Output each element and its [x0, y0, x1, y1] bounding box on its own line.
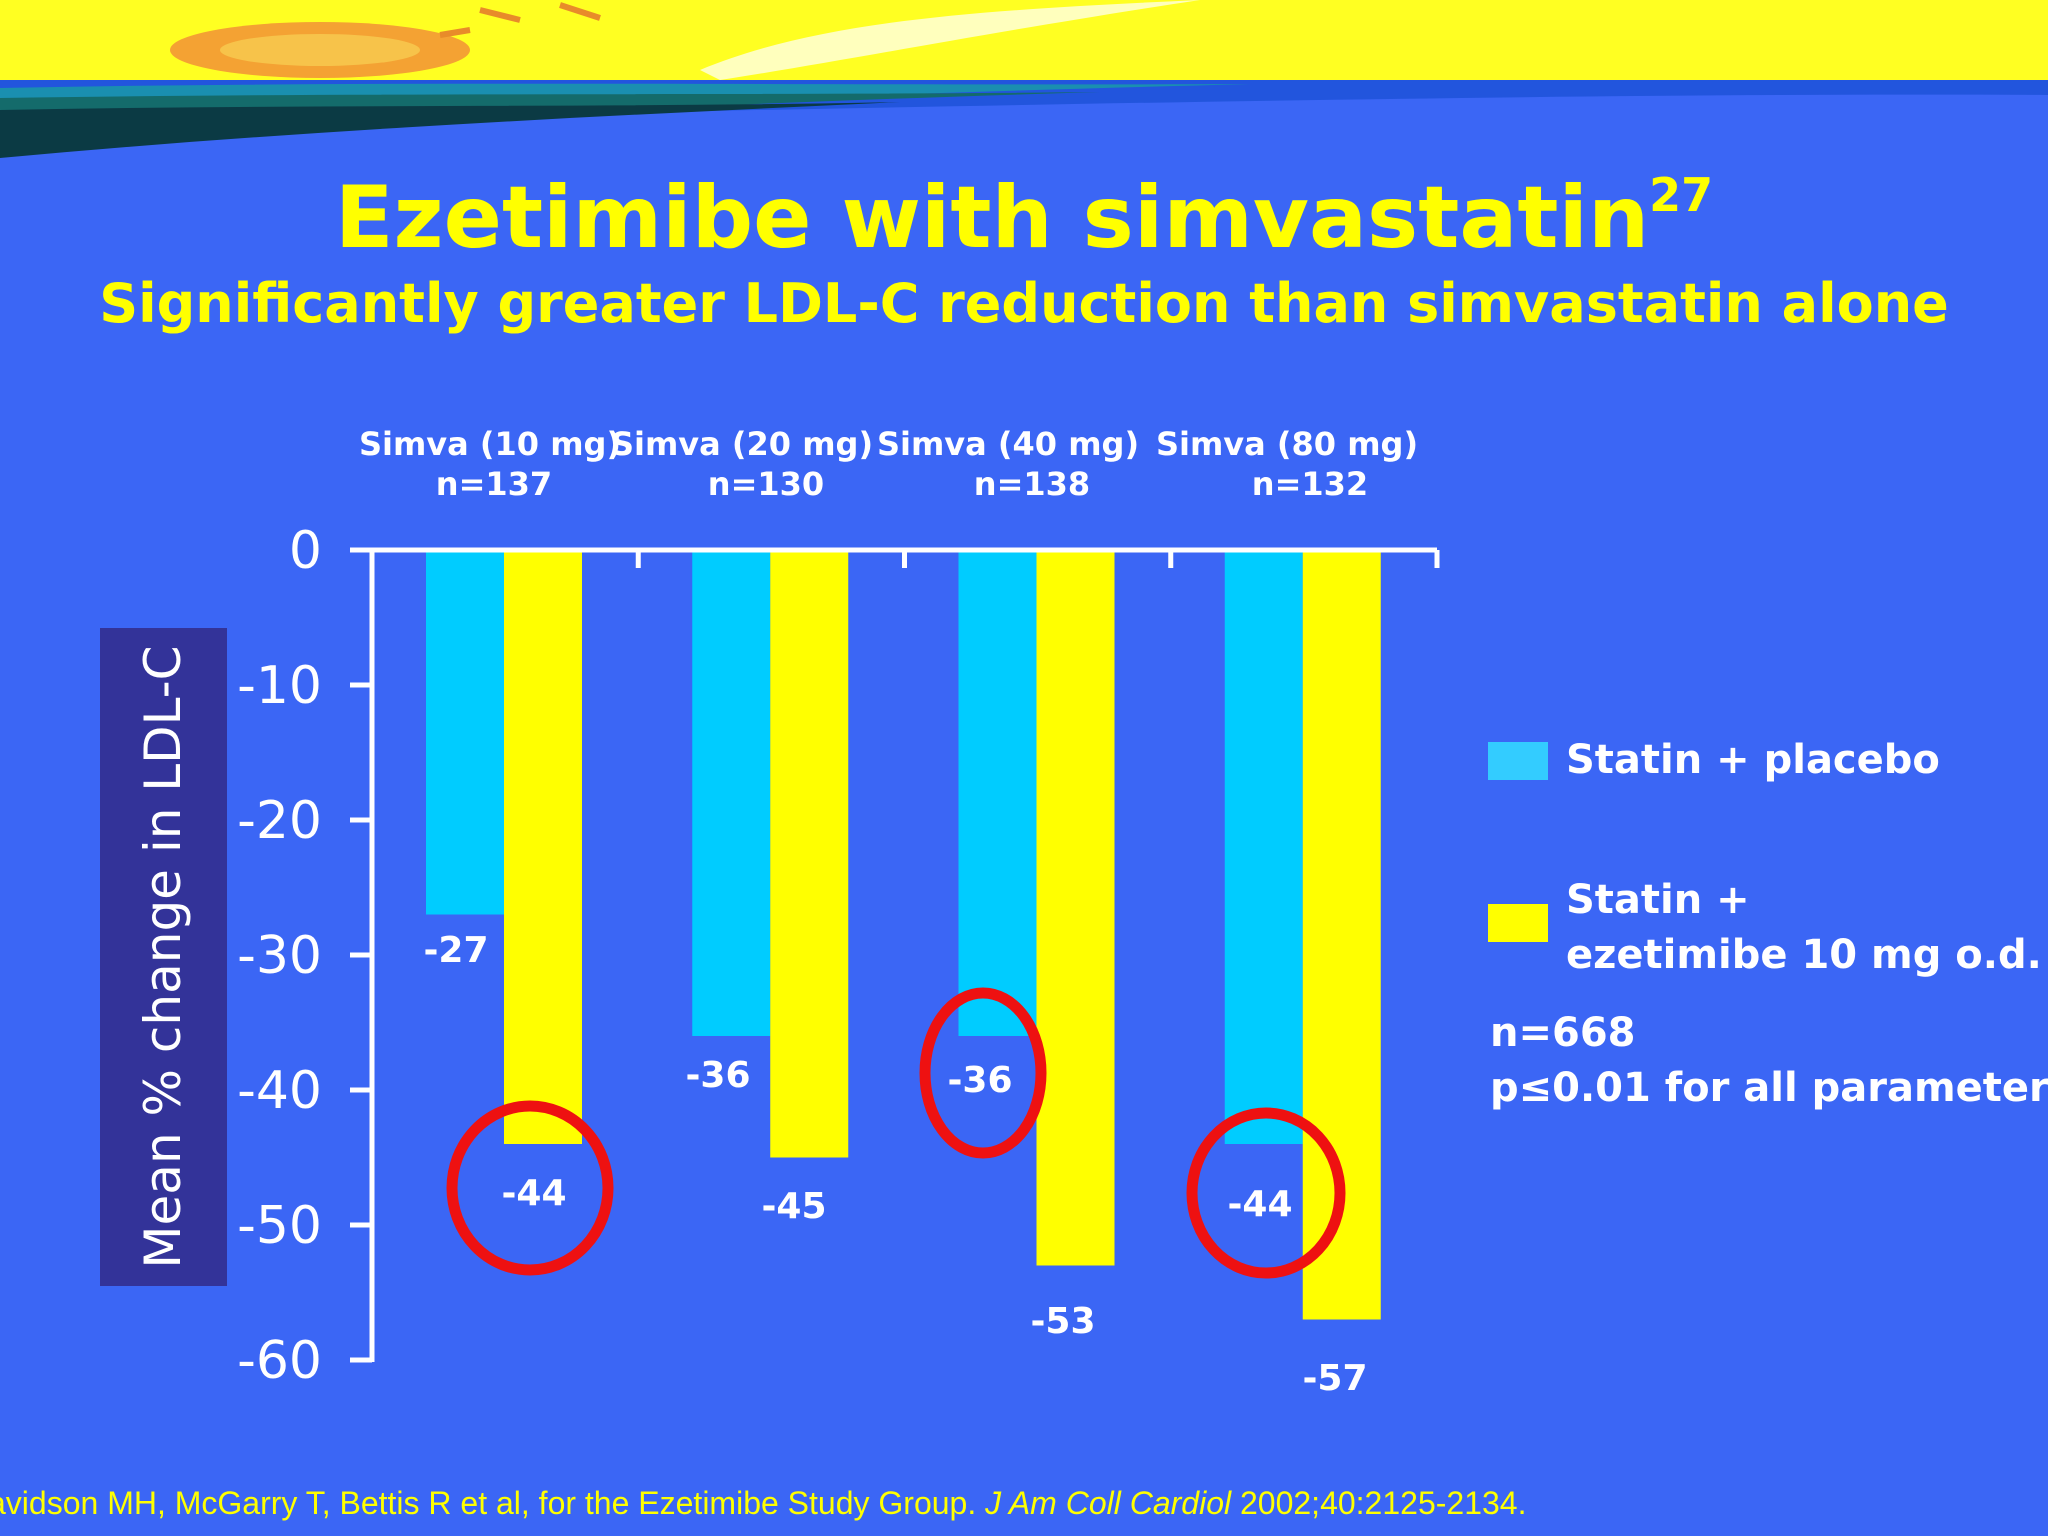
slide-title: Ezetimibe with simvastatin27 [334, 168, 1714, 268]
sample-size-note: n=668 [1490, 1010, 1636, 1056]
decorative-banner [0, 0, 2048, 158]
bar-placebo-2 [692, 550, 771, 1036]
y-tick-label: 0 [289, 521, 322, 581]
bar-placebo-1 [426, 550, 504, 915]
citation-journal: J Am Coll Cardiol [985, 1485, 1232, 1521]
category-label: Simva (10 mg) [359, 425, 621, 463]
highlight-circle [919, 987, 1047, 1159]
bar-chart: Mean % change in LDL-C 0 -10 -20 -30 -40 -50 -6… [100, 425, 1440, 1399]
data-label: -45 [761, 1186, 826, 1227]
significance-note: p≤0.01 for all parameters [1490, 1065, 2048, 1111]
legend-label-ezetimibe-line2: ezetimibe 10 mg o.d. [1566, 932, 2042, 978]
y-tick-label: -10 [237, 656, 322, 716]
ylabel-box [100, 628, 227, 1286]
y-tick-label: -60 [237, 1331, 322, 1391]
data-label: -36 [685, 1055, 750, 1096]
data-label: -53 [1030, 1301, 1095, 1342]
data-label: -36 [947, 1060, 1012, 1101]
y-tick-label: -50 [237, 1196, 322, 1256]
bar-ezetimibe-1 [504, 550, 582, 1144]
slide-subtitle: Significantly greater LDL-C reduction th… [99, 272, 1949, 335]
category-n-label: n=130 [708, 465, 824, 503]
legend-label-ezetimibe-line1: Statin + [1566, 877, 1750, 923]
bar-placebo-3 [958, 550, 1037, 1036]
bar-ezetimibe-3 [1036, 550, 1115, 1266]
citation: avidson MH, McGarry T, Bettis R et al, f… [0, 1485, 1527, 1521]
title-reference: 27 [1649, 168, 1714, 222]
bar-placebo-4 [1224, 550, 1303, 1144]
legend-swatch-ezetimibe [1488, 904, 1548, 942]
data-label: -27 [423, 930, 488, 971]
category-n-label: n=137 [436, 465, 552, 503]
y-tick-label: -20 [237, 791, 322, 851]
data-label: -44 [1227, 1184, 1292, 1225]
y-axis-label: Mean % change in LDL-C [134, 645, 192, 1268]
category-n-label: n=138 [974, 465, 1090, 503]
legend-swatch-placebo [1488, 742, 1548, 780]
legend-label-placebo: Statin + placebo [1566, 737, 1940, 783]
highlight-circle [1186, 1107, 1346, 1279]
y-tick-label: -30 [237, 926, 322, 986]
data-label: -57 [1302, 1358, 1367, 1399]
y-tick-label: -40 [237, 1061, 322, 1121]
bar-ezetimibe-2 [770, 550, 849, 1158]
highlight-circle [446, 1100, 614, 1276]
data-label: -44 [501, 1173, 566, 1214]
category-label: Simva (20 mg) [611, 425, 873, 463]
category-label: Simva (40 mg) [877, 425, 1139, 463]
category-label: Simva (80 mg) [1156, 425, 1418, 463]
category-n-label: n=132 [1252, 465, 1368, 503]
